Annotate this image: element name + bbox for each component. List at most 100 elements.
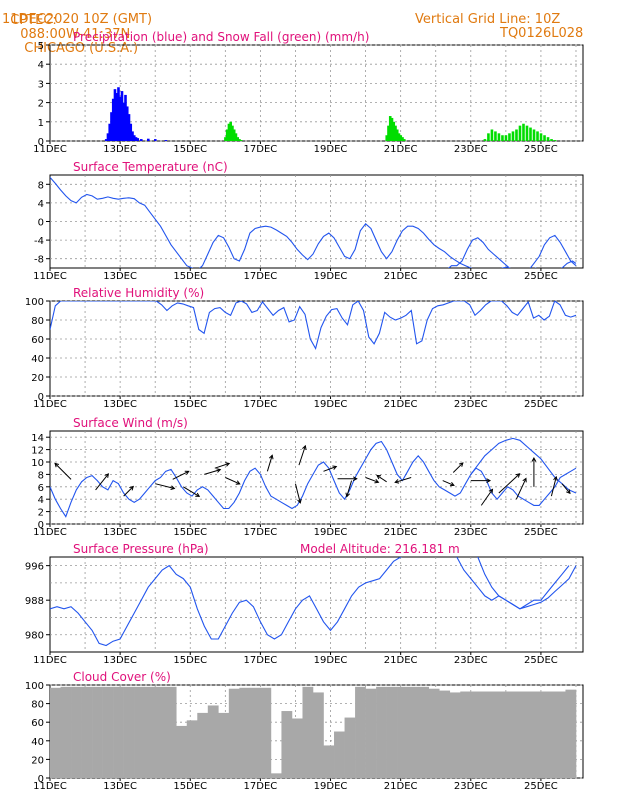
cloud-bar bbox=[397, 686, 408, 778]
wind-arrowhead bbox=[515, 473, 521, 478]
pressure-xtick-label: 25DEC bbox=[524, 655, 558, 666]
snow-bar bbox=[546, 137, 550, 141]
pressure-ytick-label: 988 bbox=[25, 596, 44, 607]
rh-xtick-label: 21DEC bbox=[384, 399, 418, 410]
cloud-ytick-label: 80 bbox=[31, 700, 44, 711]
snow-bar bbox=[388, 116, 392, 141]
header-model: TQ0126L028 bbox=[500, 26, 584, 41]
cloud-bar bbox=[123, 686, 135, 778]
cloud-bar bbox=[523, 691, 535, 778]
wind-arrow bbox=[266, 455, 273, 472]
cloud-bar bbox=[218, 712, 230, 778]
temp-xtick-label: 17DEC bbox=[244, 271, 278, 282]
pressure-title: Surface Pressure (hPa) bbox=[73, 542, 209, 556]
cloud-bar bbox=[544, 691, 556, 778]
cloud-title: Cloud Cover (%) bbox=[73, 670, 171, 684]
rh-ytick-label: 80 bbox=[31, 316, 44, 327]
rh-title: Relative Humidity (%) bbox=[73, 286, 204, 300]
snow-bar bbox=[395, 129, 399, 141]
precip-bar bbox=[129, 123, 133, 141]
wind-arrow bbox=[395, 477, 412, 483]
precip-bar bbox=[131, 131, 134, 141]
snow-bar bbox=[522, 123, 525, 141]
cloud-bar bbox=[71, 686, 82, 778]
cloud-bar bbox=[239, 687, 251, 778]
snow-bar bbox=[532, 129, 536, 141]
wind-arrowhead bbox=[297, 498, 302, 504]
cloud-bar bbox=[186, 720, 198, 778]
temp-ytick-label: 8 bbox=[38, 180, 44, 191]
cloud-bar bbox=[323, 745, 335, 778]
wind-ytick-label: 14 bbox=[31, 433, 44, 444]
wind-arrowhead bbox=[195, 492, 201, 497]
wind-ytick-label: 10 bbox=[31, 458, 44, 469]
temp-ytick-label: -4 bbox=[34, 236, 44, 247]
wind-arrow bbox=[480, 489, 493, 506]
wind-arrow bbox=[182, 486, 200, 497]
cloud-bar bbox=[270, 773, 282, 778]
rh-xtick-label: 23DEC bbox=[454, 399, 488, 410]
cloud-bar bbox=[228, 688, 240, 778]
cloud-bar bbox=[565, 689, 577, 778]
wind-arrow bbox=[204, 469, 221, 475]
precip-xtick-label: 17DEC bbox=[244, 144, 278, 155]
precip-bar bbox=[146, 138, 150, 141]
precip-bar bbox=[111, 98, 115, 141]
wind-arrow bbox=[365, 477, 379, 483]
header-run: 11DEC2020 10Z (GMT) bbox=[2, 12, 153, 27]
wind-ytick-label: 0 bbox=[38, 520, 44, 531]
wind-arrow bbox=[498, 473, 520, 494]
wind-arrow bbox=[550, 476, 557, 497]
cloud-bar bbox=[554, 691, 566, 778]
wind-xtick-label: 15DEC bbox=[173, 527, 207, 538]
cloud-bar bbox=[81, 686, 93, 778]
snow-bar bbox=[224, 137, 227, 141]
cloud-bar bbox=[291, 718, 303, 778]
wind-arrowhead bbox=[566, 489, 571, 495]
snow-bar bbox=[553, 140, 557, 141]
cloud-xtick-label: 15DEC bbox=[173, 781, 207, 792]
snow-bar bbox=[401, 137, 404, 141]
snow-bar bbox=[402, 139, 406, 141]
temp-title: Surface Temperature (nC) bbox=[73, 160, 228, 174]
wind-ytick-label: 4 bbox=[38, 495, 44, 506]
snow-bar bbox=[529, 127, 532, 141]
snow-bar bbox=[504, 135, 508, 141]
wind-xtick-label: 17DEC bbox=[244, 527, 278, 538]
temp-line-2 bbox=[448, 237, 577, 268]
wind-arrow bbox=[323, 466, 337, 472]
temp-xtick-label: 21DEC bbox=[384, 271, 418, 282]
snow-bar bbox=[511, 131, 515, 141]
cloud-ytick-label: 0 bbox=[38, 774, 44, 785]
snow-bar bbox=[234, 133, 238, 141]
cloud-bar bbox=[207, 705, 219, 778]
cloud-bar bbox=[60, 686, 72, 778]
cloud-bar bbox=[439, 690, 451, 778]
precip-xtick-label: 23DEC bbox=[454, 144, 488, 155]
precip-xtick-label: 25DEC bbox=[524, 144, 558, 155]
wind-arrow bbox=[515, 478, 527, 500]
snow-bar bbox=[232, 129, 236, 141]
snow-bar bbox=[497, 133, 501, 141]
wind-arrow bbox=[123, 486, 134, 497]
temp-line bbox=[50, 176, 577, 268]
snow-bar bbox=[387, 125, 390, 141]
snow-bar bbox=[225, 129, 229, 141]
precip-bar bbox=[117, 87, 120, 141]
cloud-ytick-label: 20 bbox=[31, 755, 44, 766]
wind-arrowhead bbox=[449, 481, 455, 487]
precip-bar bbox=[132, 135, 136, 141]
wind-arrowhead bbox=[486, 478, 492, 483]
wind-xtick-label: 19DEC bbox=[314, 527, 348, 538]
wind-arrowhead bbox=[522, 477, 527, 483]
cloud-bar bbox=[365, 688, 377, 778]
wind-arrowhead bbox=[54, 462, 60, 468]
cloud-ytick-label: 40 bbox=[31, 737, 44, 748]
snow-bar bbox=[543, 135, 546, 141]
wind-arrowhead bbox=[269, 454, 274, 460]
wind-xtick-label: 13DEC bbox=[103, 527, 137, 538]
cloud-bar bbox=[491, 691, 503, 778]
cloud-bar bbox=[481, 691, 493, 778]
pressure-xtick-label: 23DEC bbox=[454, 655, 488, 666]
cloud-bar bbox=[449, 692, 461, 778]
